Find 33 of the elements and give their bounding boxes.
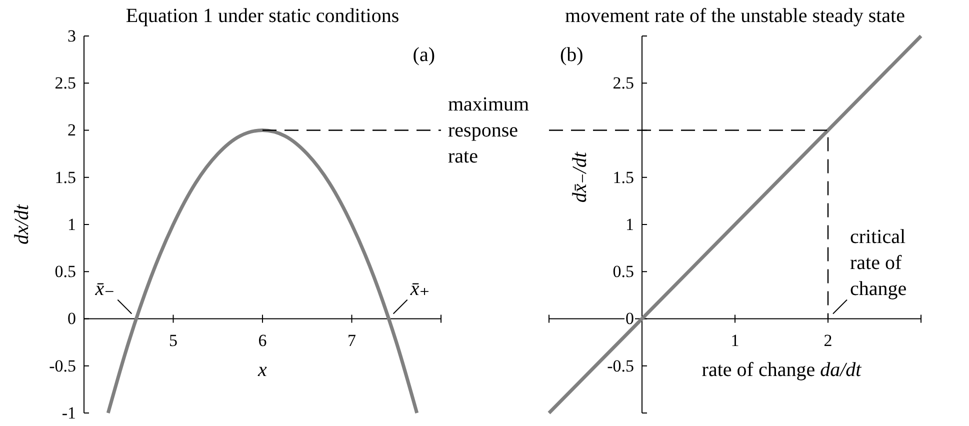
x-tick-label: 1 xyxy=(730,330,740,350)
y-tick-label: -1 xyxy=(62,403,76,422)
y-tick-label: -0.5 xyxy=(49,356,76,376)
chart-title: movement rate of the unstable steady state xyxy=(565,5,906,27)
chart-title: Equation 1 under static conditions xyxy=(126,5,400,27)
y-tick-label: 2 xyxy=(68,120,76,140)
y-tick-label: 3 xyxy=(68,26,76,46)
x-tick-label: 2 xyxy=(824,330,832,350)
y-tick-label: 2.5 xyxy=(54,74,76,93)
y-tick-label: 1.5 xyxy=(54,168,76,187)
annotation: critical rate of change xyxy=(850,226,907,300)
x-tick-label: 7 xyxy=(348,330,356,350)
y-tick-label: 1.5 xyxy=(612,168,634,187)
x-tick-label: 5 xyxy=(169,330,178,350)
annotation: (a) xyxy=(412,44,435,66)
y-tick-label: 0 xyxy=(68,309,76,328)
annotation: (b) xyxy=(560,44,584,66)
y-tick-label: 1 xyxy=(68,214,76,234)
x-axis-title: rate of change da/dt xyxy=(702,358,862,381)
y-tick-label: 1 xyxy=(626,214,634,234)
y-tick-label: 0 xyxy=(626,309,634,328)
y-axis-title: dx/dt xyxy=(11,204,33,244)
x-tick-label: 6 xyxy=(258,330,267,350)
y-tick-label: -0.5 xyxy=(607,356,634,376)
series-label: maximum response rate xyxy=(448,93,530,168)
y-axis-title: dx̄₋/dt xyxy=(569,152,591,203)
annotation: x̄₊ xyxy=(409,278,430,300)
y-tick-label: 0.5 xyxy=(612,262,634,282)
line-series xyxy=(547,34,923,415)
x-axis-title: x xyxy=(257,358,268,381)
y-tick-label: 2.5 xyxy=(612,74,634,93)
y-tick-label: 0.5 xyxy=(54,262,76,282)
annotation: x̄₋ xyxy=(94,278,115,300)
